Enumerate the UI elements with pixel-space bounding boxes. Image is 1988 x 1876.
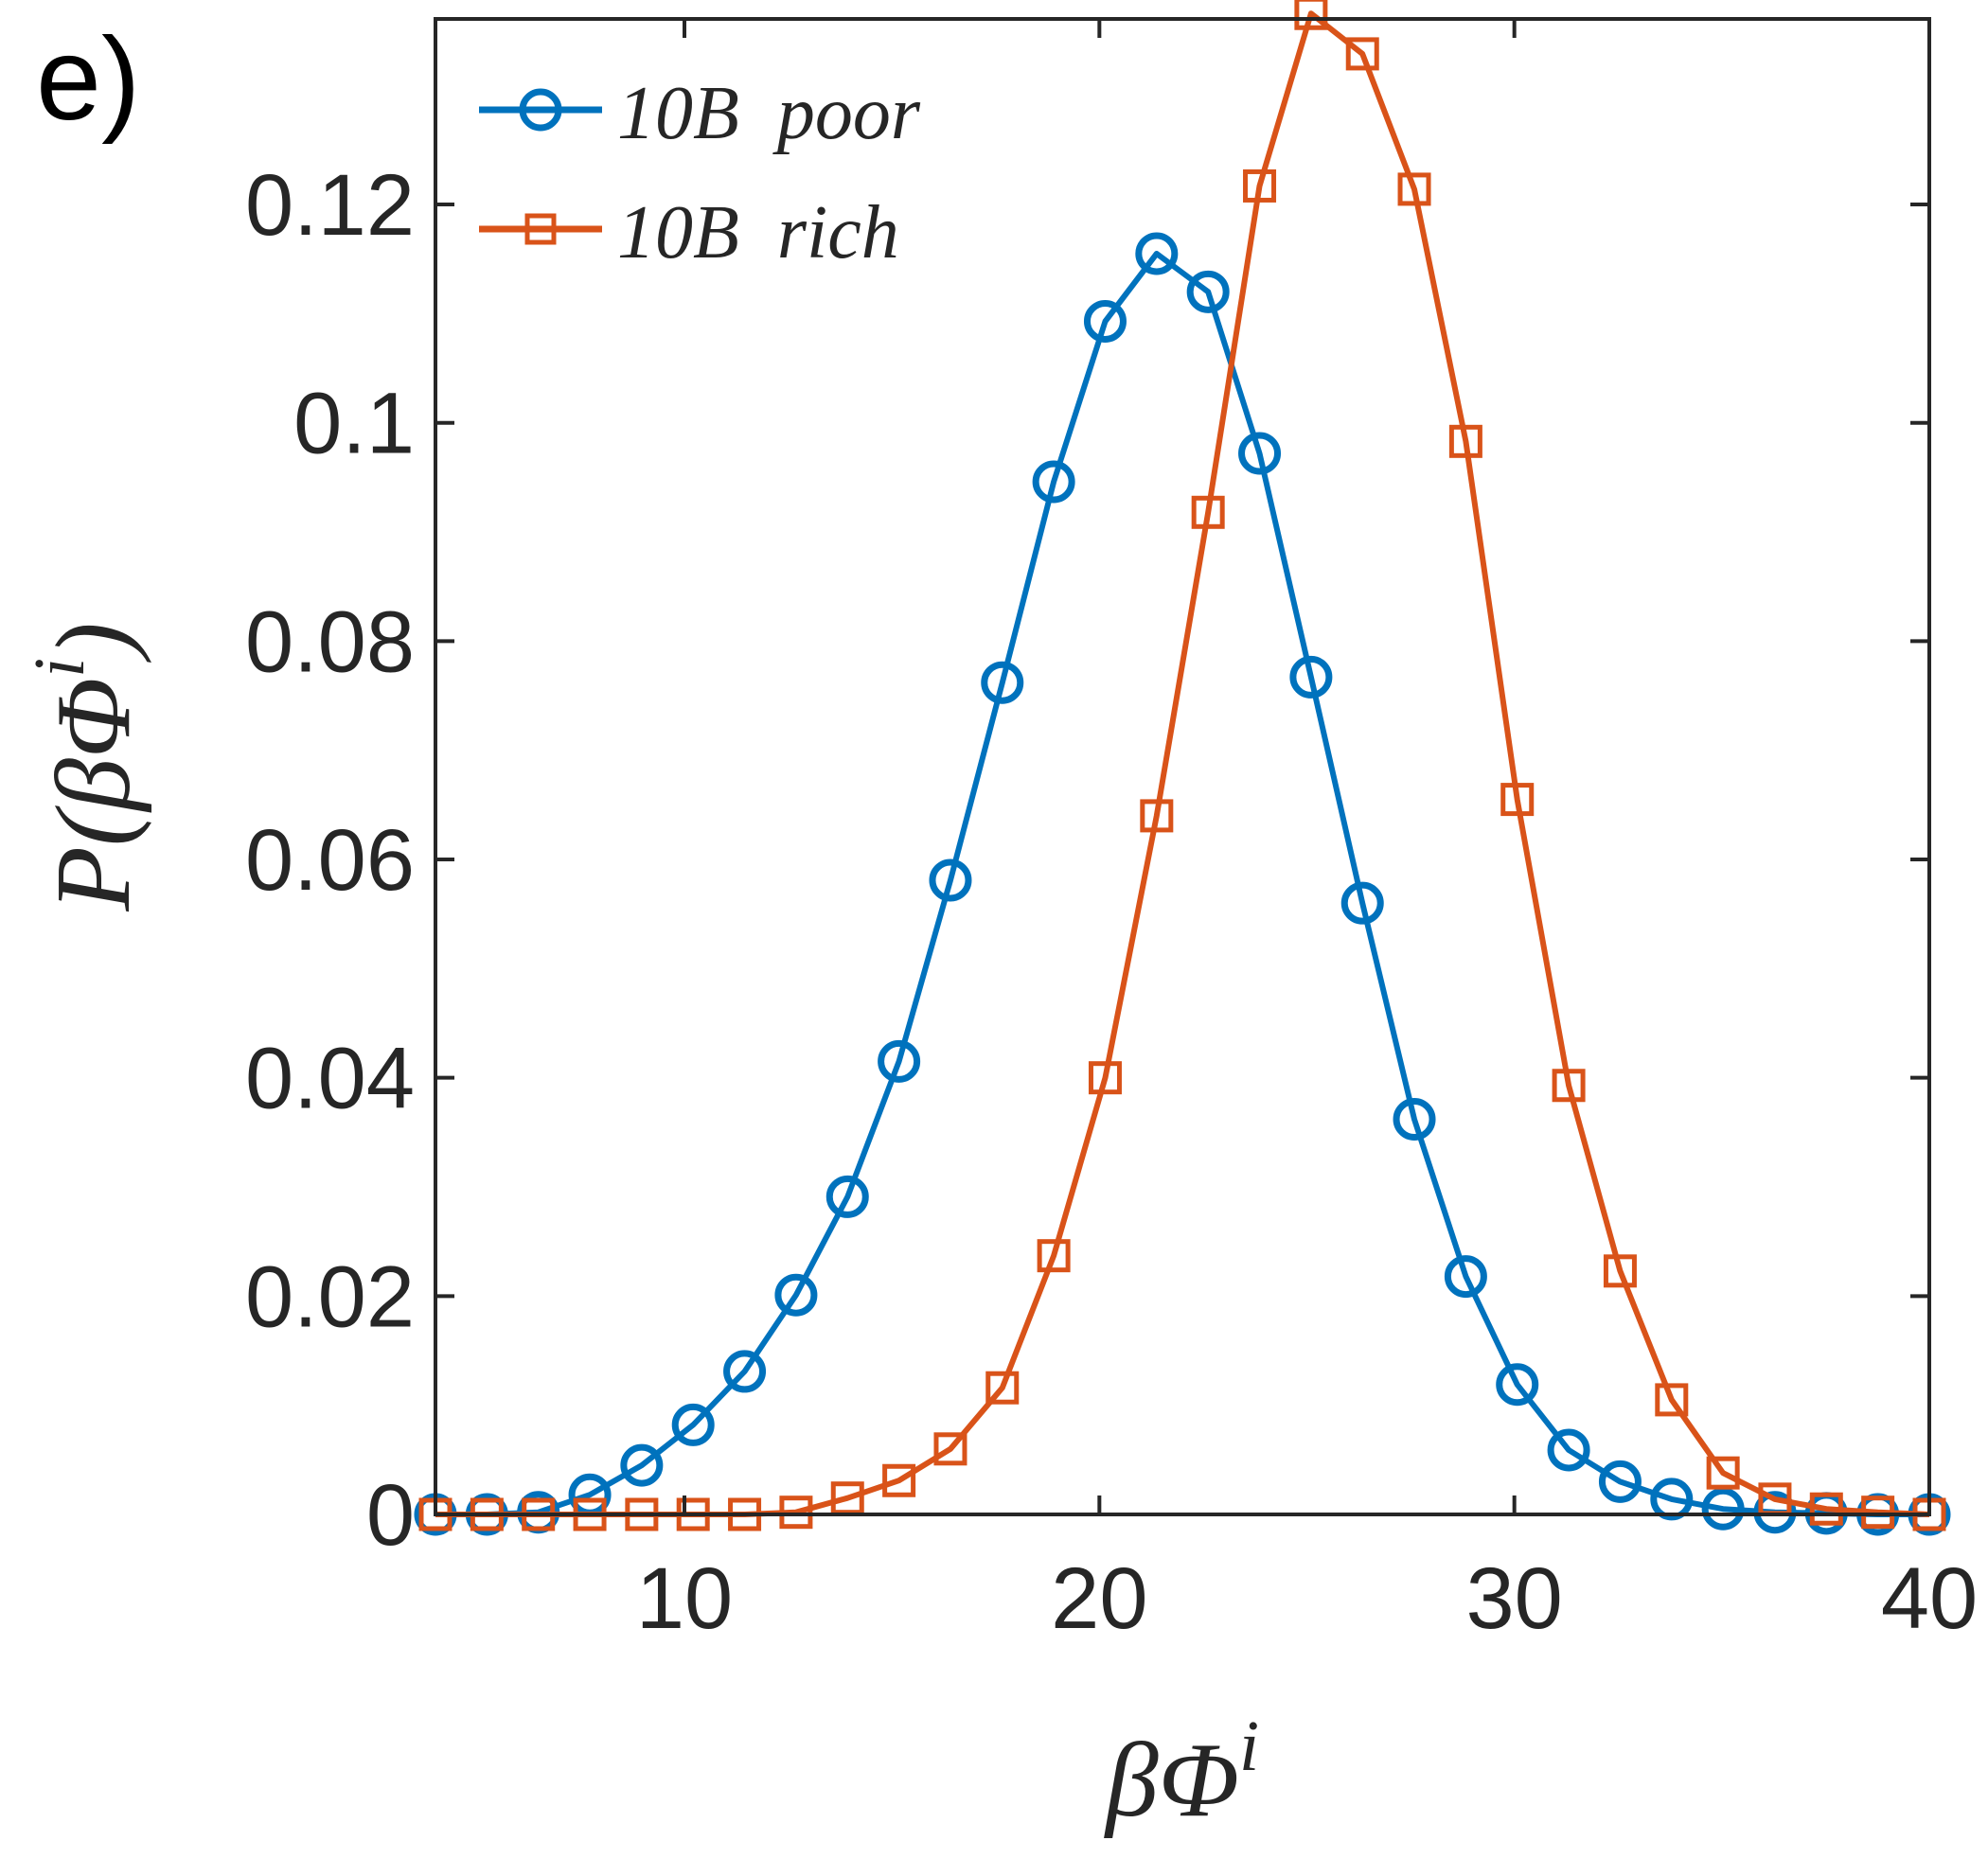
y-axis-label-main: P(βΦ (35, 678, 152, 912)
y-tick-label: 0.12 (245, 157, 415, 254)
data-point (1088, 1061, 1122, 1095)
data-point (1037, 1239, 1071, 1273)
data-point (1191, 495, 1225, 529)
data-point (1397, 172, 1431, 206)
data-point (1340, 881, 1384, 925)
x-tick-label: 40 (1881, 1550, 1978, 1647)
y-axis-label-superscript: i (20, 658, 99, 678)
data-point (825, 1175, 869, 1218)
data-point (1496, 1363, 1539, 1407)
data-point (1448, 424, 1482, 458)
y-axis-label: P(βΦi) (20, 622, 152, 911)
data-point (1393, 1098, 1436, 1142)
x-axis-label-superscript: i (1239, 1707, 1259, 1786)
data-point (1547, 1428, 1590, 1472)
data-point (1706, 1456, 1740, 1490)
data-point (1083, 299, 1127, 343)
data-point (1861, 1495, 1895, 1530)
data-point (1140, 799, 1174, 833)
y-tick-label: 0.04 (245, 1031, 415, 1127)
data-point (878, 1039, 921, 1083)
data-point (1655, 1383, 1689, 1417)
data-point (929, 858, 972, 902)
data-point (1186, 270, 1230, 313)
data-point (1650, 1478, 1694, 1521)
legend: 10B poor 10B rich (479, 72, 921, 274)
data-point (981, 661, 1024, 704)
legend-marker-rich (524, 213, 557, 245)
data-point (779, 1495, 813, 1530)
data-point (620, 1443, 664, 1487)
y-tick-label: 0.02 (245, 1248, 415, 1345)
data-point (1032, 460, 1075, 504)
y-tick-label: 0.1 (293, 376, 415, 472)
data-point (1294, 0, 1328, 30)
x-axis-label: βΦi (1104, 1707, 1259, 1839)
x-axis-label-main: βΦ (1104, 1722, 1239, 1839)
panel-label: e) (36, 14, 140, 145)
data-point (1345, 37, 1379, 71)
data-point (1552, 1069, 1586, 1103)
legend-label-rich: 10B rich (617, 191, 899, 274)
data-point (1603, 1254, 1637, 1288)
plot-area-frame (434, 17, 1931, 1516)
data-point (1809, 1492, 1843, 1526)
data-point (882, 1463, 916, 1497)
x-tick-label: 20 (1051, 1550, 1147, 1647)
y-tick-label: 0.08 (245, 593, 415, 690)
data-point (1753, 1491, 1797, 1534)
legend-label-poor: 10B poor (617, 72, 921, 155)
y-axis-label-close: ) (35, 622, 152, 663)
data-point (774, 1273, 818, 1317)
data-point (830, 1481, 864, 1515)
data-point (1500, 783, 1535, 817)
ticks-layer: 10 20 30 40 0 0.02 0.04 0.06 0.08 0.1 0.12 (245, 19, 1978, 1647)
data-point (1238, 432, 1282, 475)
data-point (1701, 1487, 1745, 1531)
data-point (1444, 1255, 1487, 1299)
data-point (723, 1350, 767, 1393)
data-point (1289, 655, 1333, 699)
data-point (933, 1432, 967, 1466)
data-point (1243, 168, 1277, 203)
x-tick-label: 10 (636, 1550, 733, 1647)
legend-marker-poor (519, 88, 562, 132)
series-poor (414, 232, 1951, 1536)
y-tick-label: 0 (366, 1467, 415, 1564)
data-point (985, 1371, 1020, 1405)
series-line (435, 251, 1929, 1517)
data-point (1598, 1460, 1642, 1503)
data-point (671, 1403, 715, 1446)
x-tick-label: 30 (1465, 1550, 1562, 1647)
y-tick-label: 0.06 (245, 812, 415, 909)
data-point (1135, 232, 1179, 275)
